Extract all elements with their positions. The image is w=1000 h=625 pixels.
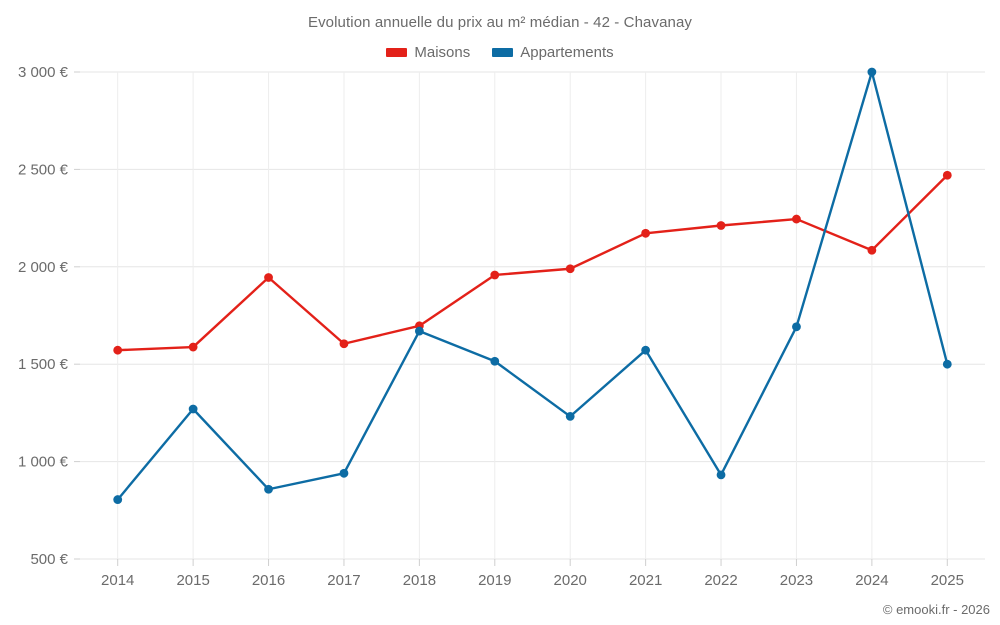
data-point-appartements-2025[interactable]: [942, 359, 952, 369]
legend-swatch-appartements: [492, 48, 514, 57]
x-axis-tick-label: 2024: [855, 572, 888, 589]
x-axis-tick-labels: 2014 2015 2016 2017 2018 2019 2020 2021 2022 2023…: [101, 572, 964, 589]
data-point-maisons-2020[interactable]: [565, 264, 575, 274]
data-point-appartements-2018[interactable]: [414, 326, 424, 336]
data-point-maisons-2024[interactable]: [867, 245, 877, 255]
series-points: [113, 67, 952, 504]
x-axis-tick-marks: [117, 559, 948, 566]
data-point-maisons-2016[interactable]: [264, 273, 273, 282]
data-point-maisons-2023[interactable]: [792, 214, 801, 224]
data-point-maisons-2021[interactable]: [641, 228, 651, 238]
legend-label-appartements: Appartements: [520, 44, 614, 61]
data-point-appartements-2022[interactable]: [716, 470, 726, 480]
y-axis-tick-label: 2 000 €: [18, 259, 69, 276]
data-point-appartements-2023[interactable]: [792, 322, 801, 332]
data-point-maisons-2025[interactable]: [942, 170, 952, 180]
series-line-maisons: [116, 174, 949, 352]
data-point-appartements-2019[interactable]: [490, 356, 500, 366]
chart-credit: © emooki.fr - 2026: [882, 602, 990, 617]
horizontal-gridlines: [74, 71, 985, 560]
data-point-maisons-2022[interactable]: [716, 221, 726, 230]
data-point-appartements-2024[interactable]: [867, 67, 877, 77]
chart-title: Evolution annuelle du prix au m² médian …: [307, 14, 693, 31]
x-axis-tick-label: 2014: [101, 572, 134, 589]
y-axis-tick-label: 2 500 €: [18, 161, 69, 178]
vertical-gridlines: [117, 72, 948, 559]
x-axis-tick-label: 2019: [478, 572, 511, 589]
legend-item-appartements[interactable]: Appartements: [492, 44, 614, 61]
y-axis-tick-label: 1 000 €: [18, 454, 69, 471]
x-axis-tick-label: 2025: [931, 572, 964, 589]
data-point-appartements-2015[interactable]: [188, 404, 198, 414]
x-axis-tick-label: 2023: [780, 572, 813, 589]
x-axis-tick-label: 2018: [403, 572, 436, 589]
data-point-maisons-2017[interactable]: [339, 339, 349, 349]
legend-label-maisons: Maisons: [414, 44, 471, 61]
data-point-appartements-2016[interactable]: [264, 484, 273, 494]
legend-swatch-maisons: [386, 48, 408, 57]
data-point-appartements-2017[interactable]: [339, 468, 349, 478]
x-axis-tick-label: 2016: [252, 572, 285, 589]
data-point-appartements-2014[interactable]: [113, 495, 123, 504]
y-axis-tick-label: 500 €: [30, 551, 68, 568]
y-axis-tick-label: 3 000 €: [18, 64, 69, 81]
data-point-maisons-2015[interactable]: [188, 342, 198, 352]
data-point-appartements-2020[interactable]: [565, 412, 575, 421]
x-axis-tick-label: 2021: [629, 572, 662, 589]
data-point-appartements-2021[interactable]: [641, 345, 651, 355]
x-axis-tick-label: 2022: [704, 572, 737, 589]
data-point-maisons-2019[interactable]: [490, 270, 500, 280]
x-axis-tick-label: 2020: [554, 572, 587, 589]
chart-legend: Maisons Appartements: [0, 44, 1000, 61]
legend-item-maisons[interactable]: Maisons: [386, 44, 470, 61]
x-axis-tick-label: 2015: [176, 572, 209, 589]
y-axis-tick-labels: 500 € 1 000 € 1 500 € 2 000 € 2 500 € 3 000 €: [18, 64, 69, 568]
data-point-maisons-2014[interactable]: [113, 345, 123, 355]
series-line-appartements: [116, 70, 949, 501]
series-lines: [116, 70, 949, 501]
x-axis-tick-label: 2017: [327, 572, 360, 589]
y-axis-tick-label: 1 500 €: [18, 356, 69, 373]
